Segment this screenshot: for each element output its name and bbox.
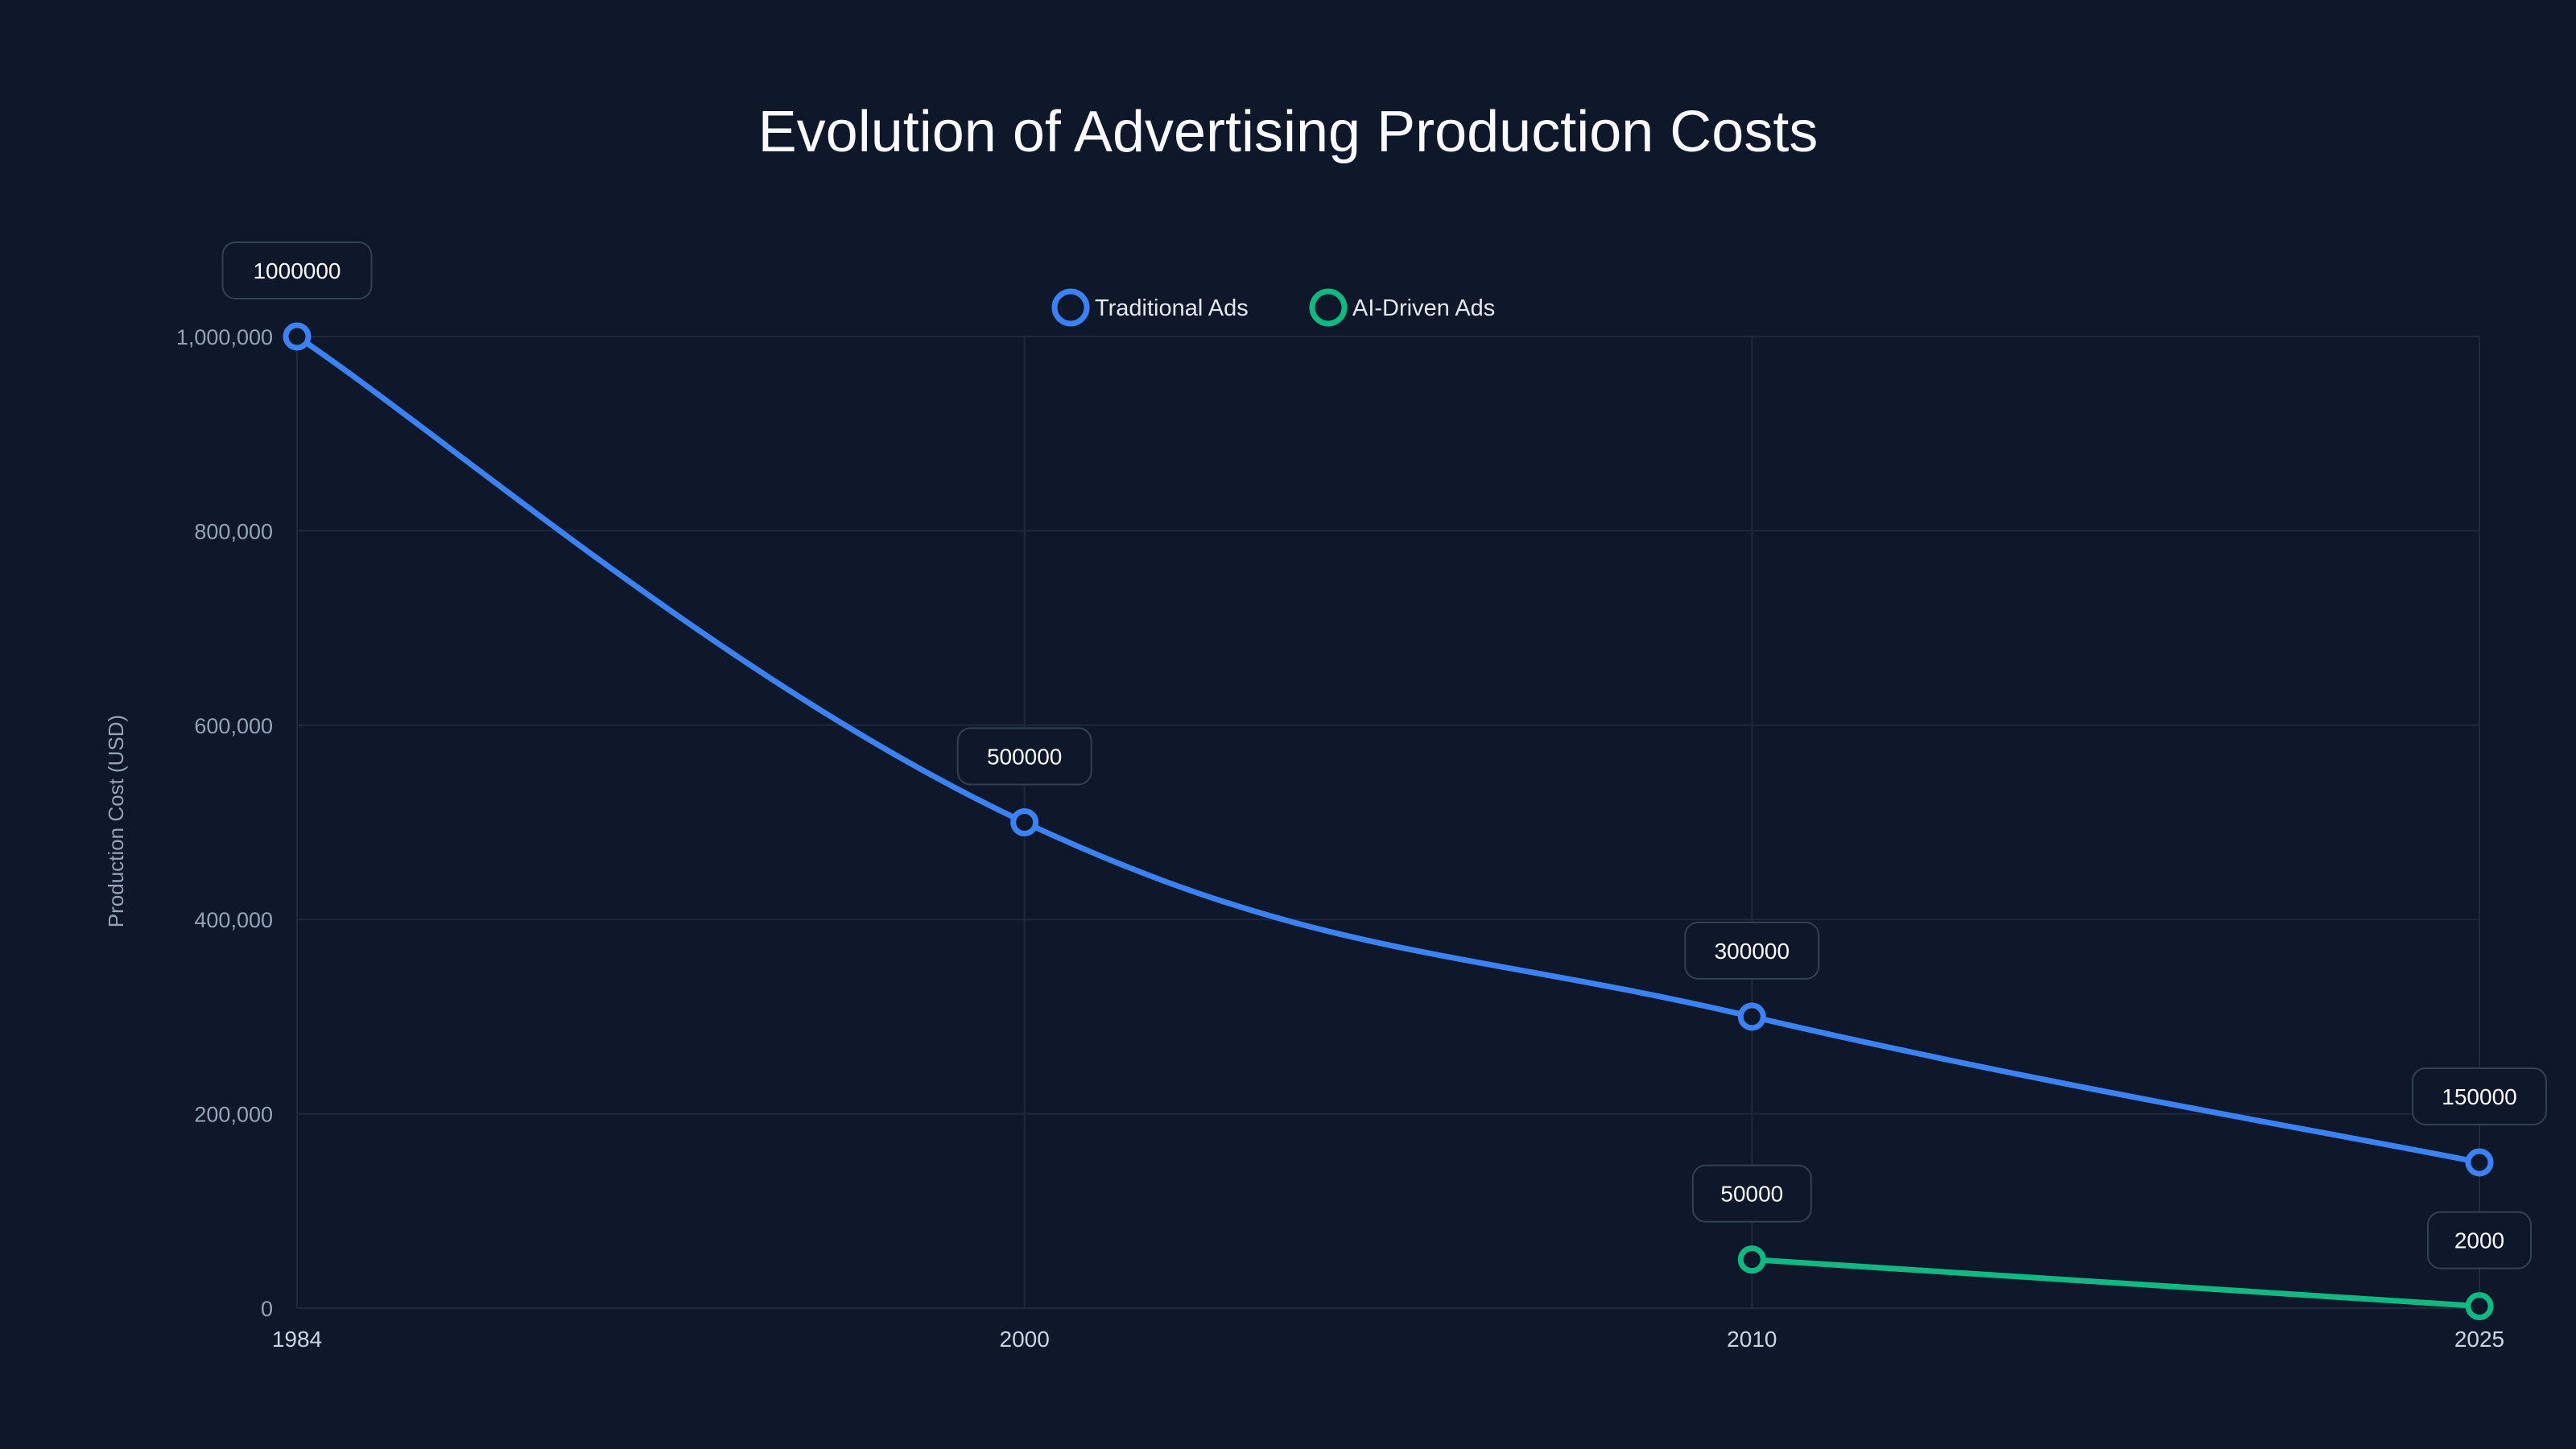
- axes: 0 200,000 400,000 600,000 800,000 1,000,000 19…: [176, 325, 2504, 1352]
- data-point: [1737, 1245, 1766, 1274]
- legend-label: Traditional Ads: [1095, 295, 1249, 321]
- data-label: 2000: [2454, 1228, 2504, 1253]
- data-point: [2465, 1292, 2494, 1321]
- y-tick-label: 200,000: [194, 1103, 273, 1127]
- x-tick-label: 2010: [1727, 1327, 1777, 1352]
- x-tick-label: 1984: [272, 1327, 322, 1352]
- y-tick-label: 600,000: [194, 714, 273, 738]
- legend-item: Traditional Ads: [1051, 288, 1249, 327]
- series-traditional-ads: 1000000 500000 300000 150000: [221, 242, 2547, 1177]
- data-label: 150000: [2442, 1084, 2516, 1109]
- data-point: [1737, 1002, 1766, 1031]
- data-label-box: [221, 242, 373, 299]
- data-label: 500000: [987, 745, 1062, 770]
- y-tick-label: 0: [261, 1297, 273, 1321]
- y-axis-label: Production Cost (USD): [104, 715, 128, 927]
- y-tick-label: 1,000,000: [176, 325, 273, 349]
- data-point: [1010, 808, 1039, 836]
- chart-title: Evolution of Advertising Production Cost…: [758, 100, 1818, 164]
- series-ai-driven-ads: 50000 2000: [1691, 1164, 2532, 1321]
- legend: Traditional Ads AI-Driven Ads: [1051, 288, 1495, 327]
- y-tick-label: 400,000: [194, 908, 273, 932]
- grid: [296, 336, 2480, 1309]
- data-label-box: [1684, 921, 1820, 980]
- x-tick-label: 2025: [2454, 1327, 2504, 1352]
- data-label: 50000: [1720, 1182, 1783, 1207]
- legend-label: AI-Driven Ads: [1352, 295, 1495, 321]
- data-label: 300000: [1715, 939, 1790, 964]
- data-label-box: [2427, 1211, 2532, 1269]
- data-label-box: [2412, 1067, 2547, 1125]
- legend-item: AI-Driven Ads: [1309, 288, 1495, 327]
- x-tick-label: 2000: [1000, 1327, 1050, 1352]
- y-tick-label: 800,000: [194, 519, 273, 543]
- data-label: 1000000: [253, 258, 341, 283]
- data-label-box: [1691, 1164, 1812, 1223]
- legend-marker-icon: [1309, 288, 1348, 327]
- legend-marker-icon: [1051, 288, 1090, 327]
- series-layer: 1000000 500000 300000 150000 50000 2000: [221, 242, 2547, 1321]
- series-line: [1748, 1257, 2483, 1310]
- data-label-box: [956, 727, 1092, 786]
- data-point: [2465, 1148, 2494, 1177]
- data-point: [283, 322, 312, 351]
- series-line: [294, 333, 2483, 1166]
